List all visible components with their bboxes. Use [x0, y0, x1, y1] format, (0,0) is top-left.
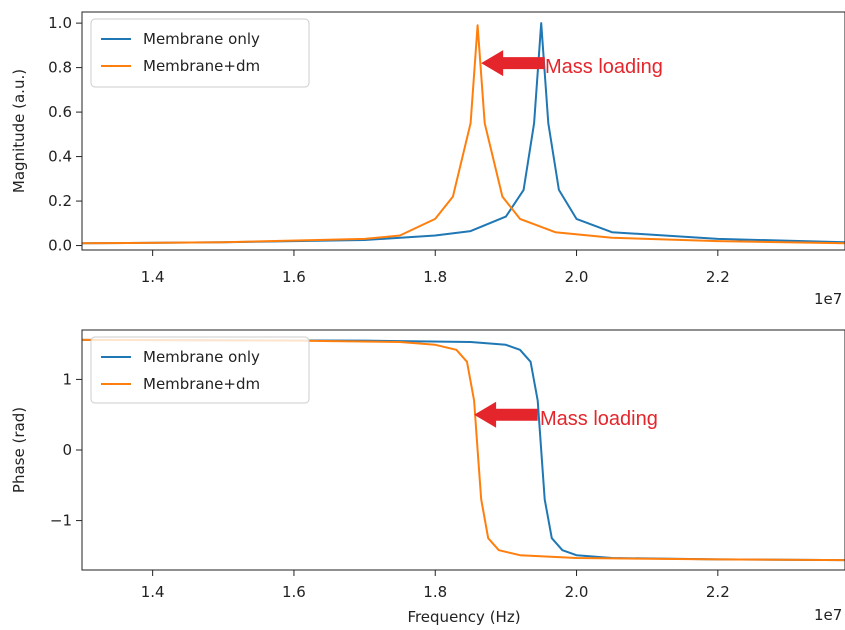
legend-box [90, 18, 310, 88]
x-tick-label: 1.4 [141, 583, 165, 601]
x-axis-label: Frequency (Hz) [407, 608, 520, 626]
mass-loading-arrow [474, 401, 538, 428]
mass-loading-label: Mass loading [545, 56, 663, 78]
x-tick-label: 1.4 [141, 268, 165, 286]
x-offset-label: 1e7 [814, 290, 842, 308]
x-tick-label: 1.6 [282, 583, 306, 601]
y-tick-label: 0.2 [48, 192, 72, 210]
chart-panel-1: 1.4 1.6 1.8 2.0 2.2 0.0 0.2 0.4 0.6 0.8 1.0 Mass lo… [10, 11, 845, 308]
chart-panel-2: 1.4 1.6 1.8 2.0 2.2 −1 0 1 Mass loading Membrane … [10, 329, 845, 626]
x-tick-label: 1.8 [423, 268, 447, 286]
x-tick-label: 2.2 [706, 268, 730, 286]
y-axis-label: Phase (rad) [10, 407, 28, 493]
legend-box [90, 336, 310, 404]
axes-frame [81, 329, 845, 571]
y-tick-label: 1.0 [48, 14, 72, 32]
x-tick-label: 1.8 [423, 583, 447, 601]
x-offset-label: 1e7 [814, 606, 842, 624]
y-tick-label: 0.0 [48, 237, 72, 255]
series-line-membrane-only [82, 338, 845, 562]
y-tick-label: 0.6 [48, 103, 72, 121]
y-tick-label: 1 [62, 370, 72, 388]
y-axis-label: Magnitude (a.u.) [10, 69, 28, 193]
x-tick-label: 1.6 [282, 268, 306, 286]
legend-label: Membrane+dm [143, 375, 260, 393]
legend-label: Membrane only [143, 30, 260, 48]
axes-frame [81, 11, 845, 251]
mass-loading-arrow [481, 50, 545, 77]
x-tick-label: 2.0 [565, 268, 589, 286]
legend-label: Membrane+dm [143, 57, 260, 75]
series-line-membrane-dm [82, 338, 845, 562]
y-tick-label: 0 [62, 441, 72, 459]
y-tick-label: 0.4 [48, 148, 72, 166]
x-tick-label: 2.2 [706, 583, 730, 601]
y-tick-label: −1 [50, 512, 72, 530]
series-line-membrane-dm [82, 24, 845, 245]
mass-loading-label: Mass loading [540, 408, 658, 430]
series-line-membrane-only [82, 22, 845, 245]
legend-label: Membrane only [143, 348, 260, 366]
y-tick-label: 0.8 [48, 59, 72, 77]
x-tick-label: 2.0 [565, 583, 589, 601]
